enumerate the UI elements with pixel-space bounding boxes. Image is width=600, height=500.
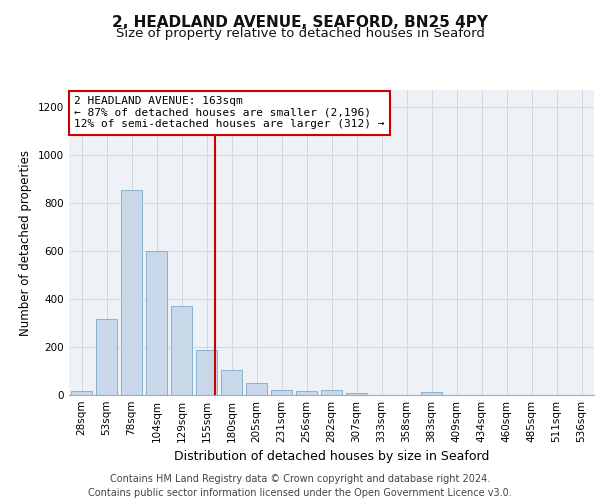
- Text: 2 HEADLAND AVENUE: 163sqm
← 87% of detached houses are smaller (2,196)
12% of se: 2 HEADLAND AVENUE: 163sqm ← 87% of detac…: [74, 96, 385, 130]
- Bar: [246, 384, 267, 395]
- Bar: [221, 370, 242, 395]
- Bar: [96, 318, 117, 395]
- Text: Size of property relative to detached houses in Seaford: Size of property relative to detached ho…: [116, 28, 484, 40]
- Bar: [146, 252, 167, 395]
- Y-axis label: Number of detached properties: Number of detached properties: [19, 150, 32, 336]
- Text: 2, HEADLAND AVENUE, SEAFORD, BN25 4PY: 2, HEADLAND AVENUE, SEAFORD, BN25 4PY: [112, 15, 488, 30]
- Bar: [346, 392, 367, 395]
- Bar: [421, 392, 442, 395]
- Bar: [121, 190, 142, 395]
- Bar: [296, 390, 317, 395]
- Bar: [271, 390, 292, 395]
- Bar: [171, 306, 192, 395]
- Text: Contains HM Land Registry data © Crown copyright and database right 2024.
Contai: Contains HM Land Registry data © Crown c…: [88, 474, 512, 498]
- Bar: [71, 392, 92, 395]
- Bar: [196, 350, 217, 395]
- X-axis label: Distribution of detached houses by size in Seaford: Distribution of detached houses by size …: [174, 450, 489, 464]
- Bar: [321, 390, 342, 395]
